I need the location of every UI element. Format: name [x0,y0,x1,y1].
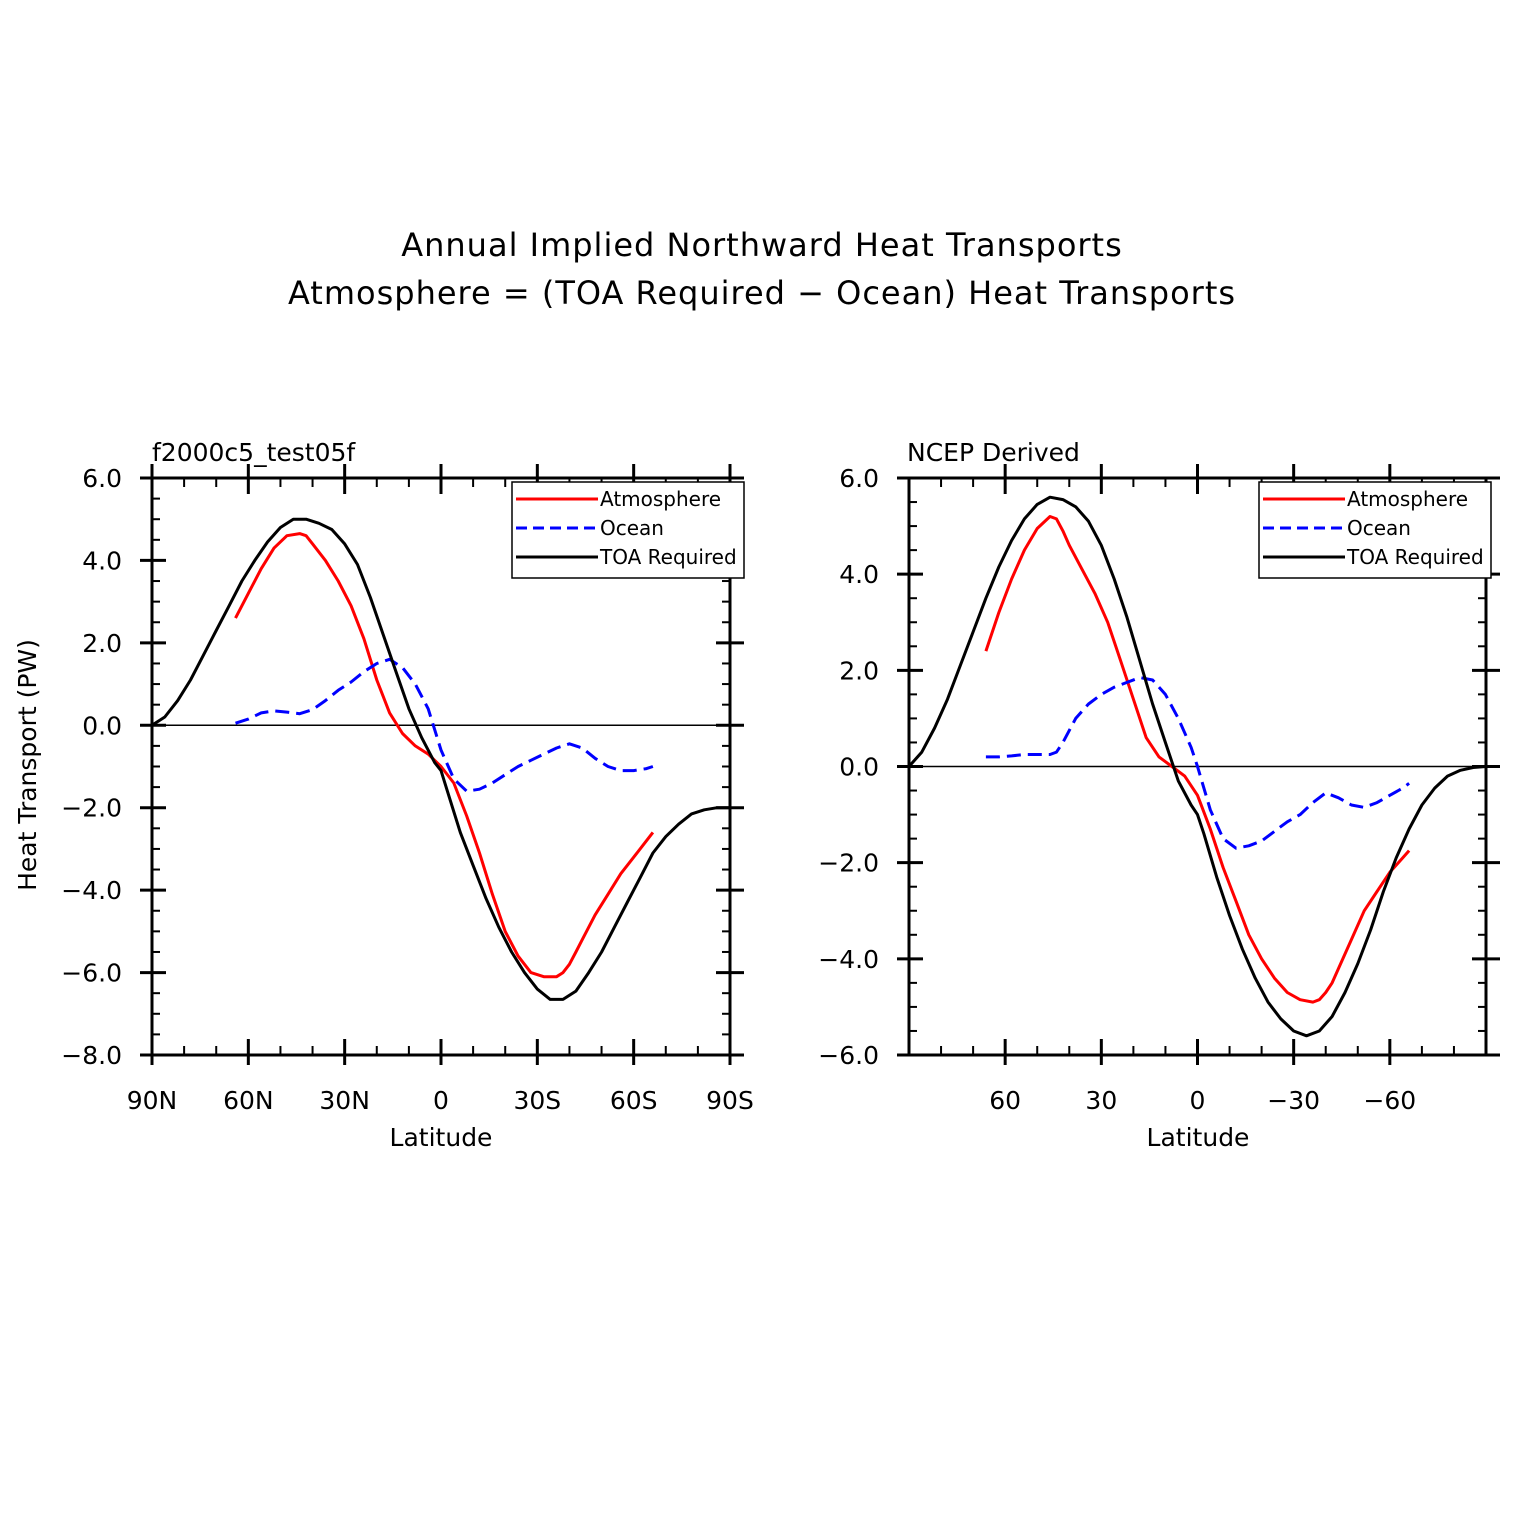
figure-title-line2: Atmosphere = (TOA Required − Ocean) Heat… [288,274,1236,312]
x-tick-label: 0 [1190,1086,1206,1115]
x-tick-label: 60S [610,1086,658,1115]
legend-label: Ocean [1347,516,1411,540]
y-tick-label: −4.0 [818,945,879,974]
series-line-ocean [235,657,654,793]
figure-title-line1: Annual Implied Northward Heat Transports [401,226,1123,264]
chart-right-xlabel: Latitude [1147,1123,1250,1152]
x-tick-label: 90S [706,1086,754,1115]
chart-left: f2000c5_test05f Latitude Heat Transport … [13,438,754,1152]
y-tick-label: −4.0 [61,876,122,905]
y-tick-label: 6.0 [839,464,879,493]
chart-left-title: f2000c5_test05f [152,438,356,467]
x-tick-label: −30 [1267,1086,1320,1115]
y-tick-label: 2.0 [839,656,879,685]
x-tick-label: 0 [433,1086,449,1115]
y-tick-label: 6.0 [82,464,122,493]
legend-label: Ocean [600,516,664,540]
series-line-toa-required [151,517,730,1001]
y-tick-label: −6.0 [61,959,122,988]
y-tick-label: −2.0 [61,794,122,823]
legend-label: TOA Required [599,545,737,569]
x-tick-label: 60N [223,1086,274,1115]
legend-label: TOA Required [1346,545,1484,569]
legend-label: Atmosphere [1347,487,1468,511]
series-line-toa-required [907,495,1487,1038]
y-tick-label: 2.0 [82,629,122,658]
chart-left-ylabel: Heat Transport (PW) [13,639,42,891]
y-tick-label: −2.0 [818,849,879,878]
series-line-atmosphere [234,532,655,979]
y-tick-label: 4.0 [839,560,879,589]
x-tick-label: −60 [1363,1086,1416,1115]
y-tick-label: 4.0 [82,546,122,575]
legend-label: Atmosphere [600,487,721,511]
x-tick-label: 30 [1085,1086,1117,1115]
y-tick-label: 0.0 [82,711,122,740]
series-line-ocean [985,676,1410,850]
y-tick-label: −6.0 [818,1041,879,1070]
y-tick-label: 0.0 [839,753,879,782]
series-line-atmosphere [984,515,1411,1004]
chart-right-title: NCEP Derived [907,438,1080,467]
chart-left-xlabel: Latitude [390,1123,493,1152]
x-tick-label: 90N [127,1086,178,1115]
x-tick-label: 60 [989,1086,1021,1115]
x-tick-label: 30S [513,1086,561,1115]
chart-right: NCEP Derived Latitude 60 30 0 −30 −60 6.0 4.0 2… [818,438,1500,1152]
y-tick-label: −8.0 [61,1041,122,1070]
x-tick-label: 30N [319,1086,370,1115]
